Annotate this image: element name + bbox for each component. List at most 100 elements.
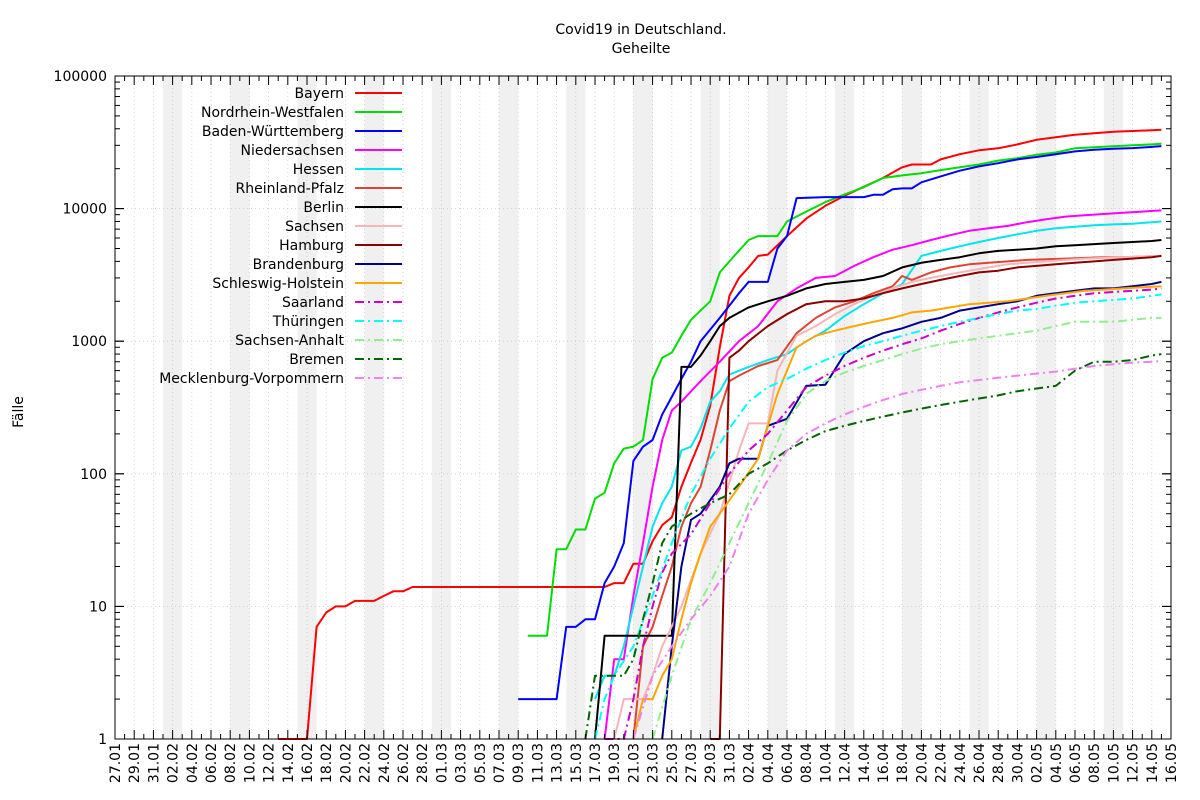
x-tick-label: 31.03 <box>722 743 738 783</box>
x-tick-label: 10.05 <box>1106 743 1122 783</box>
y-tick-label: 1000 <box>71 334 107 350</box>
legend-label: Mecklenburg-Vorpommern <box>159 371 344 387</box>
legend-label: Hessen <box>293 162 344 178</box>
x-tick-label: 03.03 <box>454 743 470 783</box>
legend-label: Thüringen <box>272 314 344 330</box>
x-tick-label: 14.05 <box>1145 743 1161 783</box>
x-tick-label: 29.01 <box>127 743 143 783</box>
x-tick-label: 24.02 <box>377 743 393 783</box>
x-tick-label: 22.04 <box>934 743 950 783</box>
y-tick-label: 1 <box>98 732 107 748</box>
x-tick-label: 04.05 <box>1049 743 1065 783</box>
x-tick-label: 26.04 <box>972 743 988 783</box>
series-line <box>661 280 1162 740</box>
legend-label: Sachsen-Anhalt <box>235 333 344 349</box>
x-tick-label: 06.02 <box>204 743 220 783</box>
x-tick-label: 20.02 <box>338 743 354 783</box>
x-tick-label: 30.04 <box>1010 743 1026 783</box>
x-tick-label: 02.05 <box>1030 743 1046 783</box>
legend-label: Nordrhein-Westfalen <box>201 105 344 121</box>
x-tick-label: 16.05 <box>1164 743 1180 783</box>
x-tick-label: 16.04 <box>876 743 892 783</box>
legend-label: Sachsen <box>285 219 344 235</box>
x-tick-label: 08.02 <box>223 743 239 783</box>
x-tick-label: 27.03 <box>684 743 700 783</box>
x-tick-label: 21.03 <box>626 743 642 783</box>
x-tick-label: 08.04 <box>799 743 815 783</box>
x-tick-label: 28.04 <box>991 743 1007 783</box>
series-line <box>278 128 1162 740</box>
x-tick-label: 22.02 <box>358 743 374 783</box>
weekend-band <box>566 76 586 739</box>
x-tick-label: 18.04 <box>895 743 911 783</box>
x-tick-label: 12.04 <box>838 743 854 783</box>
y-tick-label: 100000 <box>54 69 107 85</box>
x-tick-label: 26.02 <box>396 743 412 783</box>
x-tick-label: 23.03 <box>646 743 662 783</box>
x-tick-label: 09.03 <box>511 743 527 783</box>
x-tick-label: 31.01 <box>146 743 162 783</box>
series-lines <box>278 128 1162 740</box>
weekend-band <box>163 76 183 739</box>
chart-title: Covid19 in Deutschland. <box>555 22 726 38</box>
grid-lines <box>114 75 1172 740</box>
legend-label: Bremen <box>289 352 344 368</box>
x-tick-label: 15.03 <box>569 743 585 783</box>
series-line <box>527 142 1162 637</box>
x-tick-label: 04.04 <box>761 743 777 783</box>
weekend-band <box>1103 76 1123 739</box>
series-line <box>632 285 1162 740</box>
x-tick-label: 06.04 <box>780 743 796 783</box>
series-line <box>613 254 1162 740</box>
y-tick-label: 10 <box>89 599 107 615</box>
y-tick-label: 10000 <box>62 202 107 218</box>
legend-label: Berlin <box>303 200 344 216</box>
legend-label: Rheinland-Pfalz <box>236 181 344 197</box>
series-line <box>604 287 1162 740</box>
chart-subtitle: Geheilte <box>612 41 671 57</box>
series-line <box>710 254 1162 740</box>
weekend-band <box>969 76 989 739</box>
axis-ticks <box>114 75 1172 740</box>
legend-label: Niedersachsen <box>241 143 344 159</box>
series-line <box>518 145 1162 701</box>
series-line <box>603 209 1162 740</box>
weekend-band <box>835 76 855 739</box>
legend: Bayern Nordrhein-Westfalen Baden-Württembe… <box>159 86 402 387</box>
weekend-band <box>1036 76 1056 739</box>
weekend-band <box>297 76 317 739</box>
x-tick-label: 04.02 <box>185 743 201 783</box>
legend-label: Baden-Württemberg <box>202 124 344 140</box>
weekend-band <box>902 76 922 739</box>
series-line <box>632 254 1162 740</box>
x-tick-label: 13.03 <box>550 743 566 783</box>
series-line <box>584 353 1162 740</box>
x-tick-label: 08.05 <box>1087 743 1103 783</box>
x-tick-label: 07.03 <box>492 743 508 783</box>
x-tick-label: 02.02 <box>166 743 182 783</box>
x-tick-label: 10.02 <box>242 743 258 783</box>
x-tick-label: 17.03 <box>588 743 604 783</box>
x-tick-label: 27.01 <box>108 743 124 783</box>
x-tick-labels: 27.01 29.01 31.01 02.02 04.02 06.02 08.02 10.02… <box>108 743 1180 783</box>
series-line <box>632 359 1162 740</box>
y-tick-label: 100 <box>80 467 107 483</box>
legend-label: Brandenburg <box>253 257 344 273</box>
series-line <box>651 316 1162 740</box>
legend-label: Saarland <box>282 295 344 311</box>
weekend-band <box>431 76 451 739</box>
legend-label: Bayern <box>295 86 344 102</box>
y-axis-label: Fälle <box>11 396 27 428</box>
x-tick-label: 24.04 <box>953 743 969 783</box>
x-tick-label: 01.03 <box>434 743 450 783</box>
x-tick-label: 25.03 <box>665 743 681 783</box>
x-tick-label: 18.02 <box>319 743 335 783</box>
x-tick-label: 16.02 <box>300 743 316 783</box>
y-tick-labels: 1 10 100 1000 10000 100000 <box>54 69 107 748</box>
x-tick-label: 12.02 <box>262 743 278 783</box>
weekend-band <box>364 76 384 739</box>
x-tick-label: 20.04 <box>914 743 930 783</box>
weekend-band <box>230 76 250 739</box>
x-tick-label: 05.03 <box>473 743 489 783</box>
